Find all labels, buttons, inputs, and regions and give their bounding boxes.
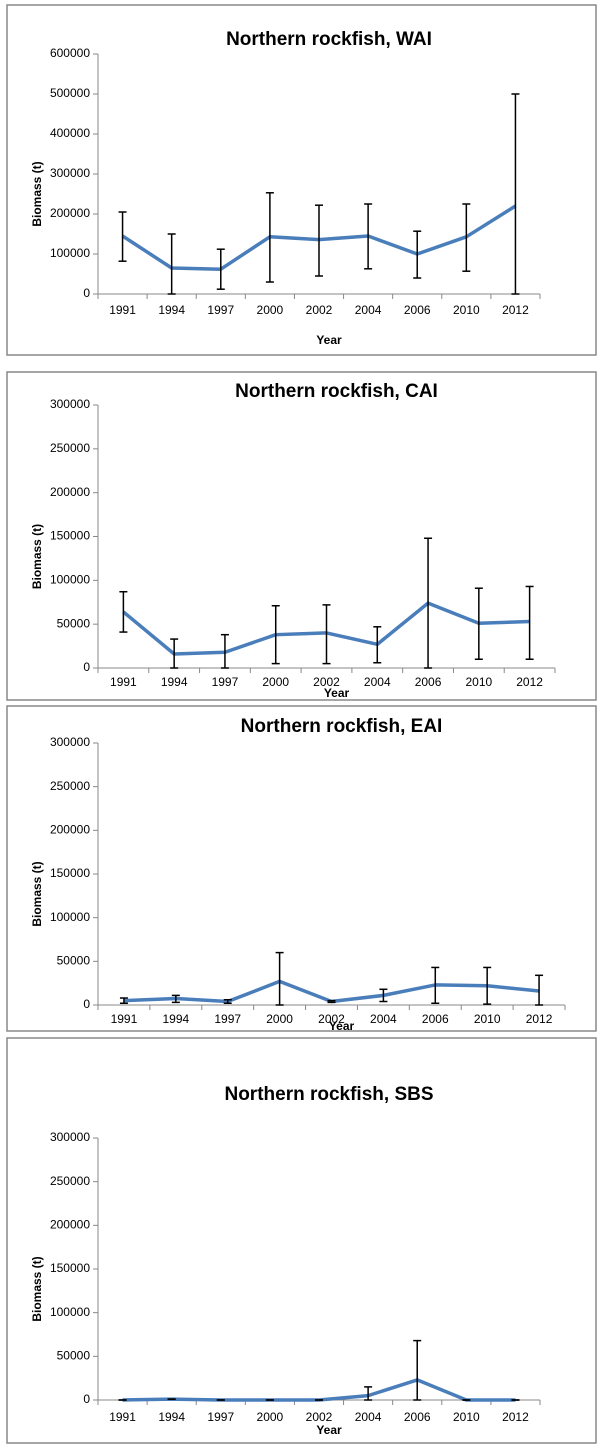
x-tick-label: 1994 xyxy=(158,1410,185,1424)
y-tick-label: 300000 xyxy=(50,397,90,411)
data-line xyxy=(122,1378,516,1402)
chart-title: Northern rockfish, EAI xyxy=(241,716,443,737)
y-tick-label: 150000 xyxy=(50,866,90,880)
y-tick-label: 100000 xyxy=(50,573,90,587)
x-tick-label: 2012 xyxy=(502,1410,529,1424)
chart: Northern rockfish, SBS 0 50000 100000 150000… xyxy=(6,1037,597,1444)
x-tick-label: 1994 xyxy=(162,1012,189,1026)
chart: Northern rockfish, CAI 0 50000 100000 150000… xyxy=(6,371,597,701)
x-tick-label: 1997 xyxy=(214,1012,241,1026)
y-tick-label: 150000 xyxy=(50,529,90,543)
chart-title: Northern rockfish, SBS xyxy=(224,1084,433,1105)
x-tick-label: 1991 xyxy=(109,1410,136,1424)
x-tick-label: 2010 xyxy=(453,1410,480,1424)
x-tick-label: 1997 xyxy=(212,675,239,689)
x-tick-label: 2006 xyxy=(422,1012,449,1026)
x-tick-label: 2010 xyxy=(474,1012,501,1026)
data-line xyxy=(123,979,540,1004)
y-tick-label: 250000 xyxy=(50,1174,90,1188)
x-tick-label: 2000 xyxy=(257,303,284,317)
y-tick-label: 300000 xyxy=(50,735,90,749)
x-tick-label: 2000 xyxy=(262,675,289,689)
x-tick-label: 2004 xyxy=(355,1410,382,1424)
y-tick-label: 50000 xyxy=(57,954,91,968)
y-tick-label: 600000 xyxy=(50,46,90,60)
x-tick-label: 2004 xyxy=(364,675,391,689)
x-tick-label: 2012 xyxy=(516,675,543,689)
x-tick-label: 1991 xyxy=(109,303,136,317)
chart-title: Northern rockfish, CAI xyxy=(235,381,438,402)
x-tick-label: 1994 xyxy=(161,675,188,689)
x-tick-label: 2010 xyxy=(465,675,492,689)
y-tick-label: 50000 xyxy=(57,1349,91,1363)
chart: Northern rockfish, WAI 0 100000 200000 30000… xyxy=(6,4,597,356)
y-tick-label: 300000 xyxy=(50,166,90,180)
y-tick-label: 100000 xyxy=(50,910,90,924)
y-axis-label: Biomass (t) xyxy=(30,161,44,226)
y-axis-label: Biomass (t) xyxy=(30,1256,44,1321)
x-tick-label: 1997 xyxy=(207,1410,234,1424)
x-axis-label: Year xyxy=(316,1423,342,1437)
x-tick-label: 2012 xyxy=(526,1012,553,1026)
x-tick-label: 2006 xyxy=(404,303,431,317)
y-tick-label: 150000 xyxy=(50,1261,90,1275)
x-tick-label: 1997 xyxy=(207,303,234,317)
chart-frame xyxy=(6,705,597,1032)
x-axis-label: Year xyxy=(316,333,342,347)
y-tick-label: 300000 xyxy=(50,1130,90,1144)
y-tick-label: 200000 xyxy=(50,1218,90,1232)
y-tick-label: 200000 xyxy=(50,206,90,220)
x-tick-label: 2006 xyxy=(404,1410,431,1424)
chart: Northern rockfish, EAI 0 50000 100000 150000… xyxy=(6,705,597,1033)
x-tick-label: 1991 xyxy=(110,675,137,689)
y-tick-label: 250000 xyxy=(50,779,90,793)
chart-title: Northern rockfish, WAI xyxy=(226,29,432,50)
x-axis-label: Year xyxy=(329,1019,355,1033)
x-tick-label: 2004 xyxy=(355,303,382,317)
x-tick-label: 2010 xyxy=(453,303,480,317)
x-tick-label: 1994 xyxy=(158,303,185,317)
x-tick-label: 2000 xyxy=(266,1012,293,1026)
y-tick-label: 0 xyxy=(83,286,90,300)
x-tick-label: 2006 xyxy=(415,675,442,689)
chart-frame xyxy=(6,1037,597,1444)
x-tick-label: 2002 xyxy=(313,675,340,689)
y-tick-label: 100000 xyxy=(50,1305,90,1319)
y-tick-label: 250000 xyxy=(50,441,90,455)
y-tick-label: 0 xyxy=(83,1392,90,1406)
x-tick-label: 2002 xyxy=(318,1012,345,1026)
x-axis-label: Year xyxy=(324,686,350,700)
y-tick-label: 0 xyxy=(83,997,90,1011)
chart-frame xyxy=(6,4,597,356)
y-tick-label: 400000 xyxy=(50,126,90,140)
x-tick-label: 2002 xyxy=(306,1410,333,1424)
x-tick-label: 2004 xyxy=(370,1012,397,1026)
y-tick-label: 500000 xyxy=(50,86,90,100)
x-tick-label: 1991 xyxy=(111,1012,138,1026)
x-tick-label: 2002 xyxy=(306,303,333,317)
y-tick-label: 0 xyxy=(83,660,90,674)
y-tick-label: 200000 xyxy=(50,823,90,837)
x-tick-label: 2000 xyxy=(257,1410,284,1424)
chart-frame xyxy=(6,371,597,701)
y-tick-label: 50000 xyxy=(57,616,91,630)
y-tick-label: 200000 xyxy=(50,485,90,499)
y-axis-label: Biomass (t) xyxy=(30,524,44,589)
y-axis-label: Biomass (t) xyxy=(30,861,44,926)
x-tick-label: 2012 xyxy=(502,303,529,317)
y-tick-label: 100000 xyxy=(50,246,90,260)
